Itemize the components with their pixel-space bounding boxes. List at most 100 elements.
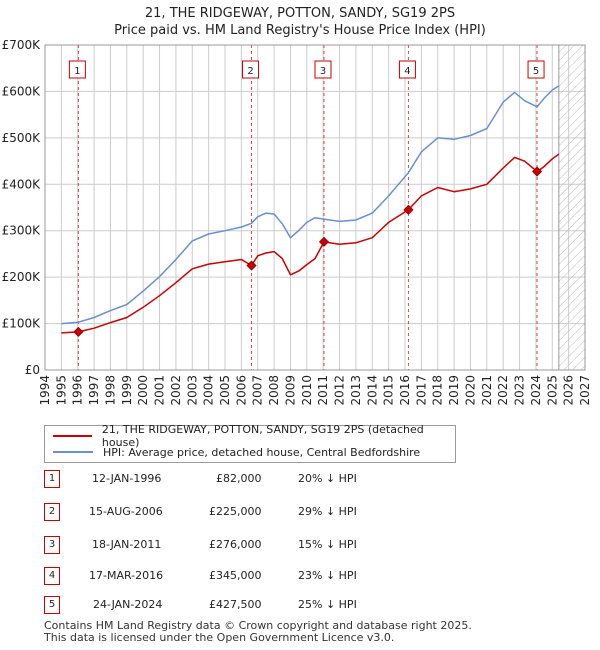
x-tick-label: 1999 xyxy=(120,375,134,406)
x-tick-label: 1996 xyxy=(71,375,85,406)
legend-label-property: 21, THE RIDGEWAY, POTTON, SANDY, SG19 2P… xyxy=(101,423,424,449)
hpi-line xyxy=(61,85,560,325)
sale-number-label: 1 xyxy=(74,66,80,77)
sale-point xyxy=(318,236,330,247)
x-tick-label: 2003 xyxy=(185,375,199,406)
y-tick-label: £100K xyxy=(2,317,42,331)
series-lines xyxy=(61,85,560,334)
y-tick-label: £700K xyxy=(2,38,42,52)
sale-row: 1 12-JAN-1996 £82,000 20% ↓ HPI xyxy=(44,470,464,488)
sale-hpi-diff: 20% ↓ HPI xyxy=(298,472,357,485)
footer-licence: This data is licensed under the Open Gov… xyxy=(44,631,395,644)
price-chart: 1 2 3 4 5 £0 £100K £200K £300K £400K £500K £600K £7… xyxy=(2,38,592,406)
sale-row: 5 24-JAN-2024 £427,500 25% ↓ HPI xyxy=(44,596,464,614)
sale-number-box xyxy=(68,60,86,79)
footer: Contains HM Land Registry data © Crown c… xyxy=(44,620,472,644)
sale-point xyxy=(246,260,257,271)
x-tick-label: 2015 xyxy=(382,375,396,406)
sale-hpi-diff: 25% ↓ HPI xyxy=(298,598,357,611)
chart-title: 21, THE RIDGEWAY, POTTON, SANDY, SG19 2P… xyxy=(144,6,456,21)
x-tick-label: 2004 xyxy=(202,375,216,406)
chart-subtitle: Price paid vs. HM Land Registry's House … xyxy=(114,23,486,38)
sale-number-label: 3 xyxy=(320,66,326,77)
x-tick-label: 2025 xyxy=(545,375,559,406)
sale-price: £427,500 xyxy=(209,598,262,611)
x-tick-label: 1995 xyxy=(54,375,68,406)
x-tick-label: 2007 xyxy=(251,375,265,406)
x-tick-label: 2005 xyxy=(218,375,232,406)
x-tick-label: 2002 xyxy=(169,375,183,406)
sale-date: 17-MAR-2016 xyxy=(89,569,164,582)
sale-price: £225,000 xyxy=(209,505,262,518)
sale-markers xyxy=(73,166,543,337)
legend-swatch-hpi xyxy=(53,451,93,453)
y-tick-label: £300K xyxy=(2,224,42,238)
x-tick-label: 2017 xyxy=(414,375,428,406)
x-tick-label: 2022 xyxy=(496,375,510,406)
sale-hpi-diff: 15% ↓ HPI xyxy=(298,538,357,551)
sale-row: 4 17-MAR-2016 £345,000 23% ↓ HPI xyxy=(44,567,464,585)
x-tick-label: 2026 xyxy=(562,375,576,406)
x-tick-label: 2023 xyxy=(513,375,527,406)
x-tick-label: 2000 xyxy=(136,375,150,406)
sale-hpi-diff: 23% ↓ HPI xyxy=(298,569,357,582)
sale-price: £345,000 xyxy=(209,569,262,582)
sale-number-box xyxy=(314,60,332,79)
sale-date: 18-JAN-2011 xyxy=(92,538,162,551)
sale-date: 24-JAN-2024 xyxy=(93,598,163,611)
x-tick-label: 1994 xyxy=(38,375,52,406)
sale-number-box xyxy=(242,60,260,79)
x-tick-label: 1997 xyxy=(87,375,101,406)
x-tick-label: 2020 xyxy=(463,375,477,406)
sale-number-label: 5 xyxy=(533,66,539,77)
y-tick-label: £200K xyxy=(2,270,42,284)
sale-date: 12-JAN-1996 xyxy=(92,472,162,485)
sale-point xyxy=(531,166,543,177)
sale-point xyxy=(403,204,414,215)
sale-row: 2 15-AUG-2006 £225,000 29% ↓ HPI xyxy=(44,503,464,521)
sale-number-badge: 1 xyxy=(44,470,60,488)
plot-frame xyxy=(44,44,586,371)
sale-number-badge: 3 xyxy=(44,536,60,554)
sale-number-badge: 5 xyxy=(44,596,60,614)
y-tick-label: £0 xyxy=(25,363,40,377)
sale-price: £276,000 xyxy=(209,538,262,551)
x-tick-label: 2014 xyxy=(365,375,379,406)
x-tick-label: 2011 xyxy=(316,375,330,406)
x-tick-label: 2006 xyxy=(234,375,248,406)
future-hatch-area xyxy=(558,45,585,370)
legend-item-property: 21, THE RIDGEWAY, POTTON, SANDY, SG19 2P… xyxy=(53,423,455,449)
x-tick-label: 1998 xyxy=(103,375,117,406)
grid xyxy=(44,44,586,371)
x-tick-label: 2018 xyxy=(431,375,445,406)
x-tick-label: 2012 xyxy=(333,375,347,406)
legend-label-hpi: HPI: Average price, detached house, Cent… xyxy=(103,445,421,459)
sale-row: 3 18-JAN-2011 £276,000 15% ↓ HPI xyxy=(44,536,464,554)
legend-swatch-property xyxy=(53,435,92,437)
x-tick-label: 2027 xyxy=(578,375,592,406)
legend-item-hpi: HPI: Average price, detached house, Cent… xyxy=(53,444,420,460)
legend: 21, THE RIDGEWAY, POTTON, SANDY, SG19 2P… xyxy=(44,423,456,463)
x-tick-label: 2008 xyxy=(267,375,281,406)
axes: £0 £100K £200K £300K £400K £500K £600K £700K 199… xyxy=(2,38,592,406)
sale-number-box xyxy=(398,60,416,79)
sale-point xyxy=(73,326,84,337)
y-tick-label: £400K xyxy=(2,177,42,191)
x-tick-label: 2016 xyxy=(398,375,412,406)
property-price-line xyxy=(61,153,560,334)
x-tick-label: 2009 xyxy=(283,375,297,406)
x-tick-label: 2010 xyxy=(300,375,314,406)
future-hatch xyxy=(558,45,585,370)
x-tick-label: 2024 xyxy=(529,375,543,406)
x-tick-label: 2001 xyxy=(153,375,167,406)
sale-number-box xyxy=(527,60,545,79)
sale-price: £82,000 xyxy=(216,472,262,485)
y-tick-label: £600K xyxy=(2,84,42,98)
sale-number-label: 4 xyxy=(404,66,410,77)
x-tick-label: 2013 xyxy=(349,375,363,406)
sale-number-label: 2 xyxy=(247,66,253,77)
sale-number-badge: 2 xyxy=(44,503,60,521)
sale-date: 15-AUG-2006 xyxy=(89,505,163,518)
y-tick-label: £500K xyxy=(2,131,42,145)
x-tick-label: 2019 xyxy=(447,375,461,406)
